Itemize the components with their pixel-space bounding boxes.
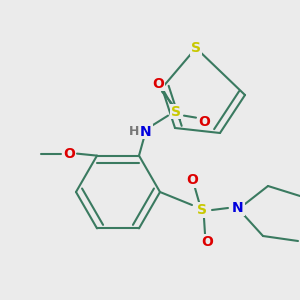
Text: S: S (191, 41, 201, 55)
Text: O: O (152, 76, 164, 91)
Text: N: N (140, 124, 152, 139)
Text: S: S (197, 203, 207, 217)
Text: O: O (63, 147, 75, 160)
Text: H: H (129, 125, 139, 138)
Text: O: O (198, 115, 210, 129)
Text: N: N (232, 201, 244, 215)
Text: S: S (171, 105, 181, 118)
Text: O: O (186, 173, 198, 187)
Text: O: O (201, 235, 213, 249)
